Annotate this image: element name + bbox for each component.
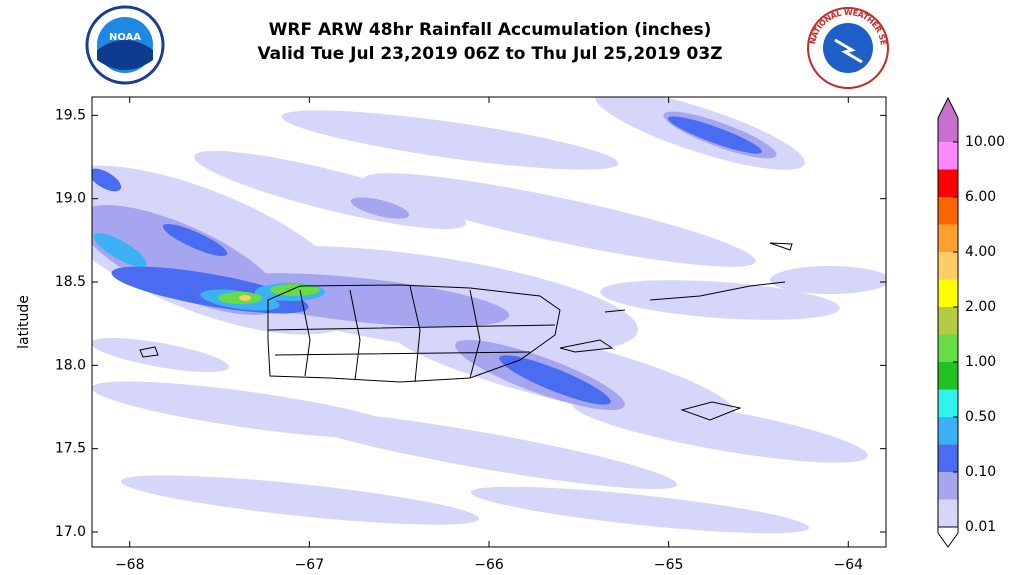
colorbar-label: 0.10 (965, 464, 996, 480)
map-title: WRF ARW 48hr Rainfall Accumulation (inch… (269, 20, 712, 40)
map-subtitle: Valid Tue Jul 23,2019 06Z to Thu Jul 25,… (257, 44, 722, 64)
x-tick-label: −64 (834, 557, 864, 573)
y-tick-label: 17.0 (55, 524, 86, 540)
colorbar-band (938, 444, 958, 472)
rainfall-field (92, 97, 886, 547)
colorbar-label: 0.50 (965, 409, 996, 425)
colorbar-band (938, 142, 958, 170)
x-tick-label: −65 (654, 557, 684, 573)
colorbar-frame (937, 96, 959, 533)
colorbar-band (938, 334, 958, 362)
colorbar-label: 4.00 (965, 244, 996, 260)
colorbar-band (938, 362, 958, 390)
colorbar-band (938, 252, 958, 280)
x-tick-label: −67 (295, 557, 325, 573)
y-tick-label: 19.0 (55, 191, 86, 207)
noaa-logo-text: NOAA (109, 32, 141, 43)
colorbar-band (938, 389, 958, 417)
colorbar-label: 0.01 (965, 519, 996, 535)
colorbar-label: 2.00 (965, 299, 996, 315)
y-tick-label: 18.5 (55, 274, 86, 290)
y-tick-label: 19.5 (55, 107, 86, 123)
colorbar-band (938, 169, 958, 197)
y-tick-label: 17.5 (55, 441, 86, 457)
colorbar-label: 1.00 (965, 354, 996, 370)
colorbar-band (938, 472, 958, 500)
x-tick-label: −66 (474, 557, 504, 573)
colorbar-band (938, 417, 958, 445)
colorbar-band (938, 307, 958, 335)
colorbar-over (938, 98, 958, 142)
y-tick-label: 18.0 (55, 357, 86, 373)
x-tick-label: −68 (115, 557, 145, 573)
colorbar-band (938, 224, 958, 252)
noaa-logo: NOAA (85, 5, 165, 85)
colorbar-band (938, 197, 958, 225)
colorbar-label: 6.00 (965, 189, 996, 205)
colorbar-under (937, 526, 959, 548)
colorbar-label: 10.00 (965, 134, 1005, 150)
y-axis-label: latitude (16, 295, 32, 349)
colorbar-band (938, 499, 958, 527)
colorbar-band (938, 279, 958, 307)
